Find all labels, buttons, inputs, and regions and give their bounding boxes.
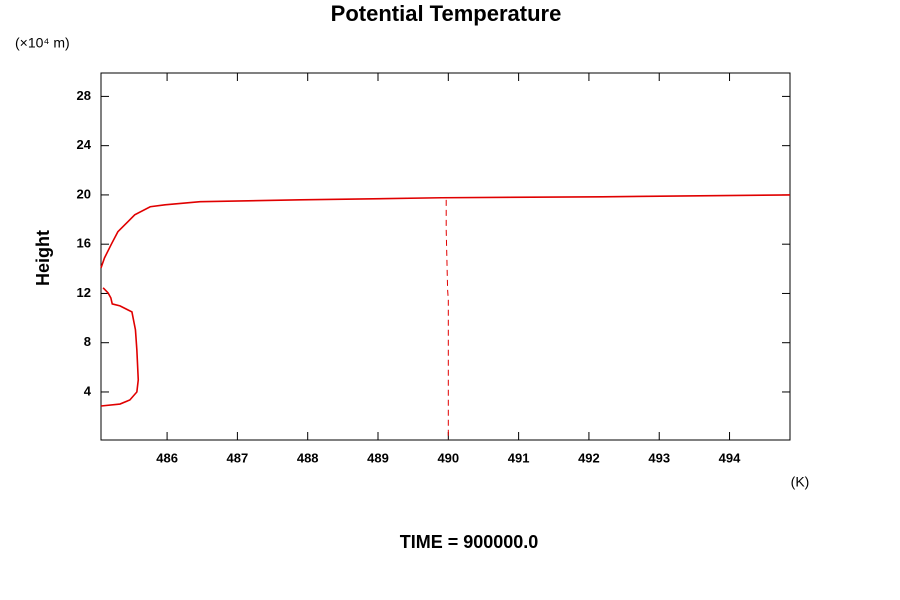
chart-title: Potential Temperature — [331, 1, 562, 26]
plot-frame — [100, 72, 791, 441]
contour-line — [445, 199, 449, 440]
y-tick-label: 20 — [77, 186, 91, 201]
x-tick-label: 486 — [156, 450, 178, 465]
x-tick-label: 492 — [578, 450, 600, 465]
y-unit: (×10⁴ m) — [15, 35, 70, 51]
contour-line — [100, 287, 140, 407]
y-axis-label: Height — [33, 230, 53, 286]
contour-line — [100, 194, 791, 269]
x-tick-label: 493 — [648, 450, 670, 465]
y-tick-label: 28 — [77, 88, 91, 103]
x-tick-label: 491 — [508, 450, 530, 465]
footer: TIME = 900000.0 — [400, 532, 539, 552]
x-tick-label: 494 — [719, 450, 741, 465]
x-tick-label: 490 — [437, 450, 459, 465]
x-tick-label: 489 — [367, 450, 389, 465]
x-tick-label: 487 — [227, 450, 249, 465]
y-tick-label: 4 — [84, 383, 92, 398]
y-tick-label: 12 — [77, 285, 91, 300]
x-tick-label: 488 — [297, 450, 319, 465]
y-tick-label: 16 — [77, 236, 91, 251]
y-tick-label: 24 — [77, 137, 92, 152]
x-unit: (K) — [791, 474, 810, 490]
y-tick-label: 8 — [84, 334, 91, 349]
